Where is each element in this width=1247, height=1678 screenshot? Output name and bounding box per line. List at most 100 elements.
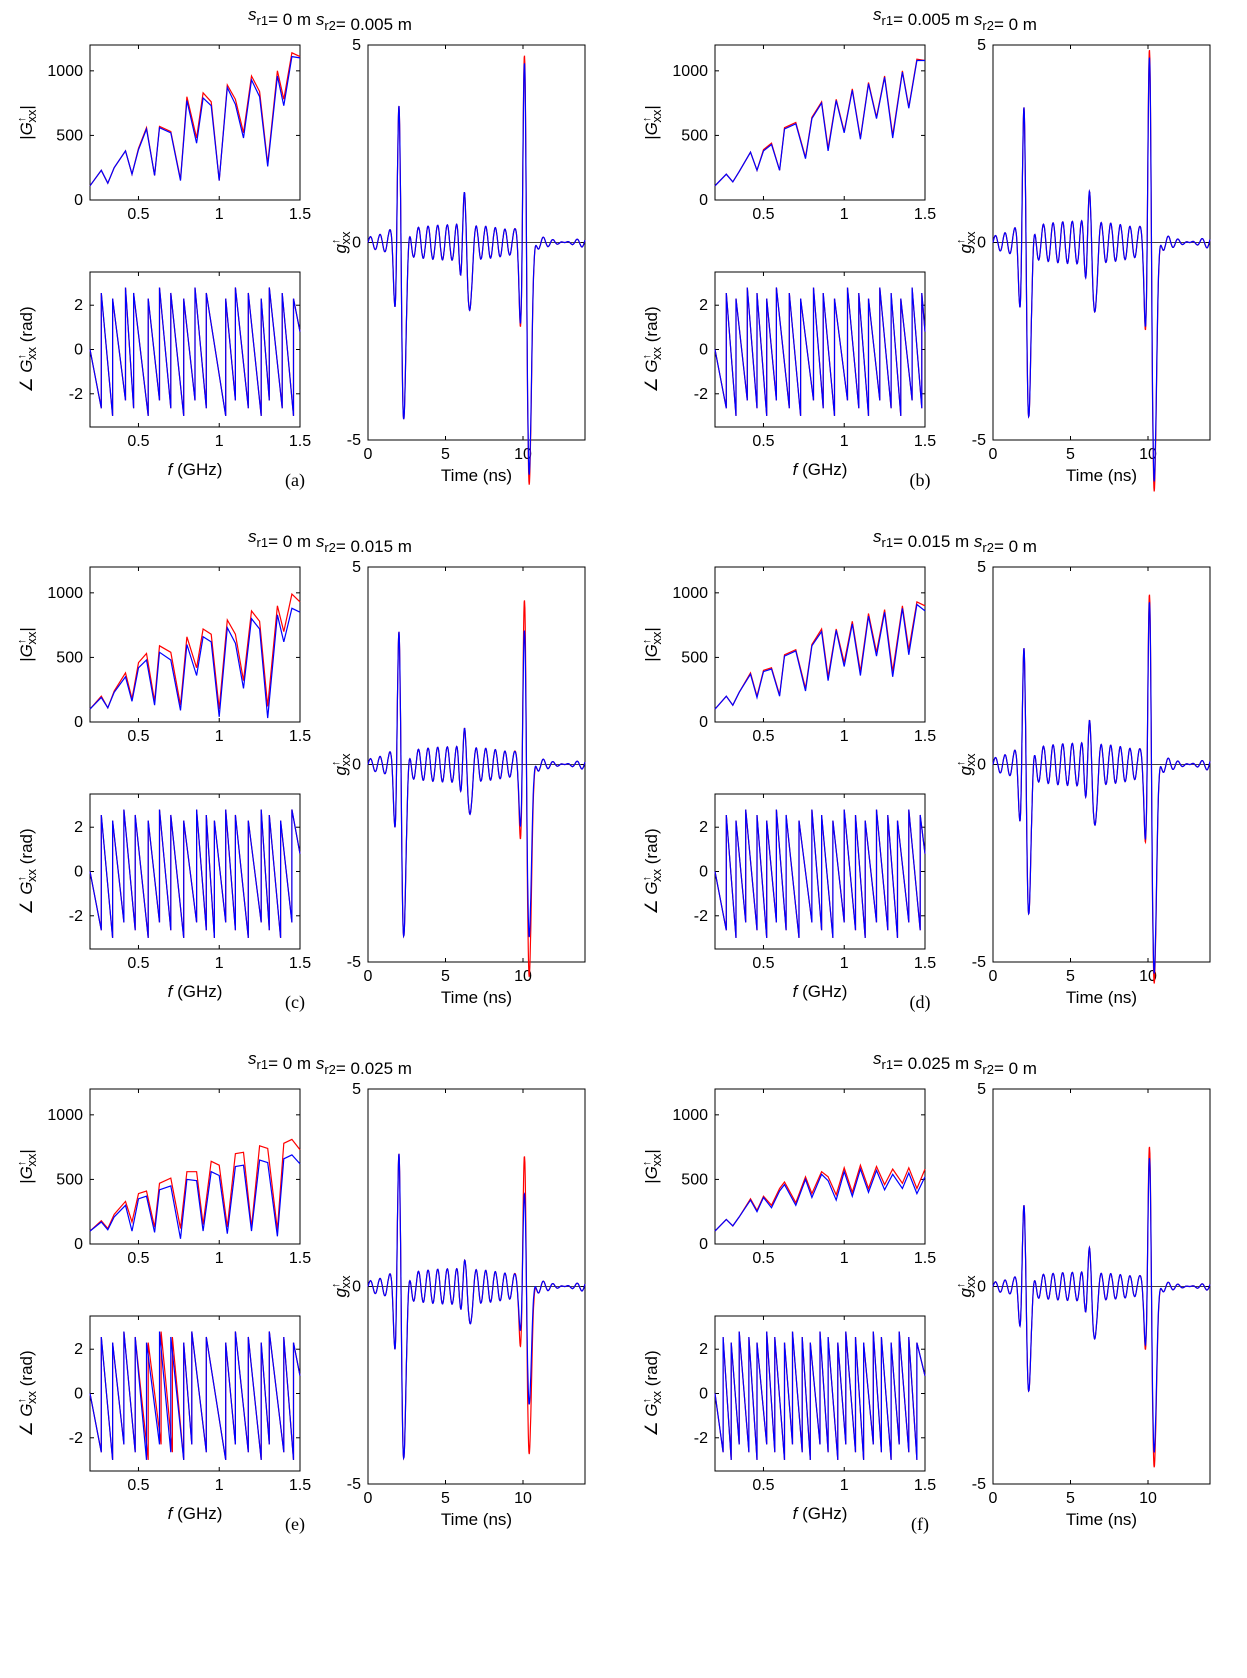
y-tick-label: 1000 [672, 1107, 708, 1124]
y-tick-label: 0 [699, 192, 708, 209]
time-series-line [367, 1153, 586, 1461]
x-tick-label: 1 [840, 1250, 849, 1267]
x-tick-label: 10 [514, 446, 532, 463]
x-tick-label: 0.5 [752, 1250, 774, 1267]
phase-axes-frame [714, 793, 926, 950]
magnitude-axes-frame [714, 566, 926, 723]
magnitude-axes-frame [714, 1088, 926, 1245]
x-tick-label: 1.5 [914, 206, 936, 223]
time-xlabel: Time (ns) [441, 466, 512, 485]
x-tick-label: 0 [364, 968, 373, 985]
x-tick-label: 1.5 [289, 1477, 311, 1494]
y-tick-label: -2 [694, 1430, 708, 1447]
x-tick-label: 1.5 [289, 955, 311, 972]
y-tick-label: 1000 [47, 63, 83, 80]
x-tick-label: 10 [514, 1490, 532, 1507]
x-tick-label: 0.5 [752, 955, 774, 972]
x-tick-label: 1 [215, 433, 224, 450]
magnitude-series-line [714, 1167, 926, 1232]
phase-ylabel: ∠ G↑xx (rad) [16, 1350, 39, 1436]
x-tick-label: 1 [840, 955, 849, 972]
x-tick-label: 1.5 [289, 206, 311, 223]
x-tick-label: 1.5 [289, 728, 311, 745]
time-series-line [992, 1158, 1211, 1453]
x-tick-label: 0 [364, 446, 373, 463]
panel-caption: (c) [285, 992, 305, 1013]
x-tick-label: 1 [215, 1250, 224, 1267]
time-xlabel: Time (ns) [441, 1510, 512, 1529]
magnitude-plot: 0.5 1 1.5 0 500 1000 |G↑xx| [16, 1088, 311, 1267]
magnitude-ylabel: |G↑xx| [641, 105, 664, 140]
x-tick-label: 1 [215, 1477, 224, 1494]
time-ylabel: g↑xx [330, 1275, 353, 1297]
y-tick-label: 1000 [47, 585, 83, 602]
phase-ylabel: ∠ G↑xx (rad) [641, 306, 664, 392]
phase-ylabel: ∠ G↑xx (rad) [641, 828, 664, 914]
x-tick-label: 0.5 [127, 206, 149, 223]
panel-d: sr1= 0.015 m sr2= 0 m0.5 1 1.505001000|G↑x… [641, 527, 1211, 1013]
phase-ylabel: ∠ G↑xx (rad) [641, 1350, 664, 1436]
panel-caption: (a) [285, 470, 305, 491]
time-series-line [367, 63, 586, 475]
panel-c: sr1= 0 m sr2= 0.015 m0.5 1 1.505001000|G↑x… [16, 527, 586, 1013]
phase-axes-frame [714, 271, 926, 428]
x-tick-label: 0.5 [127, 433, 149, 450]
phase-plot: 0.5 1 1.5 -2 0 2 ∠ G↑xx (rad) f (GHz) [641, 793, 936, 1001]
magnitude-plot: 0.5 1 1.5 0 500 1000 |G↑xx| [641, 566, 936, 745]
x-tick-label: 1.5 [289, 1250, 311, 1267]
y-tick-label: -5 [972, 432, 986, 449]
x-tick-label: 0.5 [752, 433, 774, 450]
time-xlabel: Time (ns) [1066, 1510, 1137, 1529]
frequency-xlabel: f (GHz) [168, 460, 223, 479]
magnitude-axes-frame [89, 1088, 301, 1245]
x-tick-label: 1 [215, 955, 224, 972]
y-tick-label: 0 [74, 342, 83, 359]
y-tick-label: 0 [699, 342, 708, 359]
magnitude-ylabel: |G↑xx| [16, 1149, 39, 1184]
y-tick-label: -2 [694, 386, 708, 403]
phase-series-line [714, 809, 926, 938]
panel-caption: (f) [911, 1514, 929, 1535]
y-tick-label: 0 [352, 1279, 361, 1296]
magnitude-series-line [89, 1138, 301, 1232]
y-tick-label: 0 [977, 235, 986, 252]
time-ylabel: g↑xx [955, 1275, 978, 1297]
y-tick-label: 5 [977, 1081, 986, 1098]
frequency-xlabel: f (GHz) [793, 982, 848, 1001]
phase-series-line [714, 1331, 926, 1460]
x-tick-label: 1.5 [289, 433, 311, 450]
x-tick-label: 5 [441, 446, 450, 463]
time-series-line [992, 57, 1211, 482]
y-tick-label: -2 [69, 1430, 83, 1447]
y-tick-label: 500 [56, 649, 83, 666]
x-tick-label: 1 [840, 433, 849, 450]
y-tick-label: 1000 [672, 585, 708, 602]
y-tick-label: -5 [972, 954, 986, 971]
time-ylabel: g↑xx [955, 753, 978, 775]
y-tick-label: 2 [699, 819, 708, 836]
magnitude-axes-frame [89, 44, 301, 201]
x-tick-label: 0.5 [752, 1477, 774, 1494]
x-tick-label: 0.5 [752, 206, 774, 223]
panel-f: sr1= 0.025 m sr2= 0 m0.5 1 1.505001000|G↑x… [641, 1049, 1211, 1535]
y-tick-label: -5 [347, 1476, 361, 1493]
y-tick-label: 5 [977, 559, 986, 576]
y-tick-label: 5 [977, 37, 986, 54]
y-tick-label: 2 [699, 1341, 708, 1358]
phase-plot: 0.5 1 1.5 -2 0 2 ∠ G↑xx (rad) f (GHz) [641, 271, 936, 479]
magnitude-plot: 0.5 1 1.5 0 500 1000 |G↑xx| [16, 44, 311, 223]
y-tick-label: -2 [69, 908, 83, 925]
phase-ylabel: ∠ G↑xx (rad) [16, 828, 39, 914]
panel-title: sr1= 0.005 m sr2= 0 m [873, 5, 1037, 34]
x-tick-label: 5 [1066, 446, 1075, 463]
y-tick-label: 0 [699, 864, 708, 881]
panel-caption: (d) [910, 992, 931, 1013]
y-tick-label: 5 [352, 37, 361, 54]
x-tick-label: 1.5 [914, 433, 936, 450]
y-tick-label: 0 [74, 1236, 83, 1253]
